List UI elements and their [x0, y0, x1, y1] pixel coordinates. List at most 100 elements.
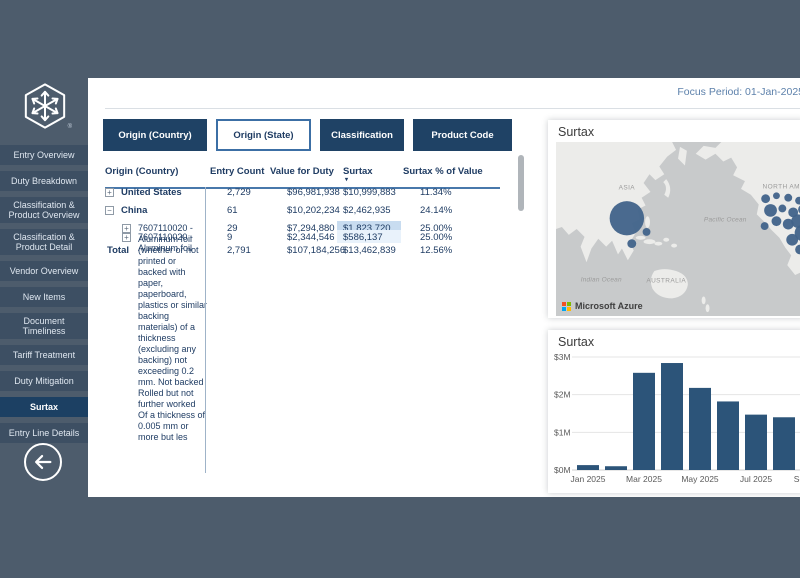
header-divider [105, 108, 800, 109]
cell-surtax[interactable]: $10,999,883 [343, 187, 396, 198]
cell-value-for-duty[interactable]: $96,981,938 [287, 187, 340, 198]
map-bubble[interactable] [786, 234, 798, 246]
cell-surtax-pct-of-value[interactable]: 24.14% [420, 205, 452, 216]
attribution-text: Microsoft Azure [575, 301, 643, 311]
table-row-total[interactable]: Total 2,791 $107,184,256$13,462,839 12.56% [105, 245, 500, 261]
bar-apr-2025[interactable] [661, 363, 683, 470]
table-column-separator [205, 187, 206, 473]
tab-origin-state[interactable]: Origin (State) [216, 119, 311, 151]
y-axis-tick-label: $2M [554, 390, 571, 400]
chart-card-title: Surtax [558, 335, 594, 349]
table-row-7607110020-aluminu[interactable]: +7607110020 - Aluminum foil (whether or … [105, 223, 500, 232]
sidebar-item-new-items[interactable]: New Items [0, 287, 88, 307]
map-bubble[interactable] [627, 239, 636, 248]
sidebar-item-duty-mitigation[interactable]: Duty Mitigation [0, 371, 88, 391]
bar-jan-2025[interactable] [577, 465, 599, 470]
sidebar-item-surtax[interactable]: Surtax [0, 397, 88, 417]
sidebar-item-duty-breakdown[interactable]: Duty Breakdown [0, 171, 88, 191]
table-body: +United States 2,729 $96,981,938$10,999,88… [105, 187, 505, 261]
table-scrollbar-thumb[interactable] [518, 155, 524, 211]
cell-value-for-duty[interactable]: $107,184,256 [287, 245, 345, 256]
column-header-surtax-of-value[interactable]: Surtax % of Value [403, 166, 483, 177]
column-header-value-for-duty[interactable]: Value for Duty [270, 166, 334, 177]
map-bubble[interactable] [764, 204, 777, 217]
cell-origin: −China [105, 205, 207, 216]
bar-aug-2025[interactable] [773, 417, 795, 470]
sidebar-nav: Entry Overview Duty Breakdown Classificati… [0, 145, 88, 449]
cell-surtax[interactable]: $586,137 [343, 232, 383, 243]
cell-entry-count[interactable]: 61 [227, 205, 238, 216]
cell-surtax-pct-of-value[interactable]: 25.00% [420, 232, 452, 243]
dashboard-page: ® Entry Overview Duty Breakdown Classifica… [0, 0, 800, 578]
map-bubble[interactable] [778, 205, 786, 213]
y-axis-tick-label: $1M [554, 427, 571, 437]
surtax-map-card: Surtax [548, 120, 800, 318]
map-bubble[interactable] [772, 216, 782, 226]
surtax-bar-chart-visual[interactable]: $0M $1M $2M $3M Jan 2025 Mar 2025 May 2025 Jul … [548, 348, 800, 489]
table-row-7607110020-aluminu[interactable]: +7607110020 - Aluminum foil9$2,344,546$5… [105, 232, 500, 245]
back-arrow-icon [32, 451, 54, 473]
focus-period-label: Focus Period: 01-Jan-2025 [677, 86, 800, 98]
bar-jun-2025[interactable] [717, 401, 739, 470]
cell-surtax[interactable]: $2,462,935 [343, 205, 391, 216]
bar-jul-2025[interactable] [745, 415, 767, 470]
map-bubble[interactable] [761, 194, 770, 203]
cell-origin: +United States [105, 187, 207, 198]
table-row-china[interactable]: −China 61 $10,202,234$2,462,935 24.14% [105, 205, 500, 223]
column-header-entry-count[interactable]: Entry Count [210, 166, 264, 177]
cell-origin: Total [105, 245, 207, 256]
bar-feb-2025[interactable] [605, 466, 627, 470]
registered-mark: ® [68, 124, 72, 130]
map-label-asia: ASIA [619, 184, 635, 191]
map-bubble[interactable] [784, 194, 792, 202]
sidebar-item-document-timeliness[interactable]: Document Timeliness [0, 313, 88, 339]
sidebar-item-classification-product-detail[interactable]: Classification & Product Detail [0, 229, 88, 255]
cell-entry-count[interactable]: 2,791 [227, 245, 251, 256]
x-axis-tick-label: Jul 2025 [740, 474, 772, 484]
cell-entry-count[interactable]: 9 [227, 232, 232, 243]
back-button[interactable] [24, 443, 62, 481]
sidebar: ® Entry Overview Duty Breakdown Classifica… [0, 0, 88, 578]
map-card-title: Surtax [558, 125, 594, 139]
cell-value-for-duty[interactable]: $2,344,546 [287, 232, 335, 243]
map-bubble[interactable] [761, 222, 769, 230]
sidebar-item-classification-product-overview[interactable]: Classification & Product Overview [0, 197, 88, 223]
tab-product-code[interactable]: Product Code [413, 119, 512, 151]
map-label-pacific-ocean: Pacific Ocean [704, 217, 747, 224]
tab-classification[interactable]: Classification [320, 119, 404, 151]
map-label-north-america: NORTH AMERICA [763, 183, 800, 190]
expand-icon[interactable]: + [122, 233, 131, 242]
x-axis-tick-label: Jan 2025 [571, 474, 606, 484]
collapse-icon[interactable]: − [105, 206, 114, 215]
app-logo: ® [20, 80, 70, 132]
sidebar-item-tariff-treatment[interactable]: Tariff Treatment [0, 345, 88, 365]
cell-value-for-duty[interactable]: $10,202,234 [287, 205, 340, 216]
map-attribution: Microsoft Azure [562, 301, 643, 311]
bar-may-2025[interactable] [689, 388, 711, 470]
map-bubble[interactable] [610, 201, 644, 235]
expand-icon[interactable]: + [105, 188, 114, 197]
cell-surtax-pct-of-value[interactable]: 12.56% [420, 245, 452, 256]
table-row-united-states[interactable]: +United States 2,729 $96,981,938$10,999,88… [105, 187, 500, 205]
surtax-map-visual[interactable]: ASIA NORTH AMERICA Pacific Ocean Indian Oce… [556, 142, 800, 316]
y-axis-tick-label: $0M [554, 465, 571, 475]
row-label: Total [107, 245, 129, 256]
map-bubble[interactable] [643, 228, 651, 236]
sort-descending-icon: ▾ [345, 176, 348, 183]
map-label-indian-ocean: Indian Ocean [581, 276, 622, 283]
hexagon-arrows-logo-icon [20, 80, 70, 132]
sidebar-item-entry-line-details[interactable]: Entry Line Details [0, 423, 88, 443]
bar-mar-2025[interactable] [633, 373, 655, 470]
cell-surtax[interactable]: $13,462,839 [343, 245, 396, 256]
sidebar-item-entry-overview[interactable]: Entry Overview [0, 145, 88, 165]
x-axis-tick-label: May 2025 [681, 474, 719, 484]
cell-entry-count[interactable]: 2,729 [227, 187, 251, 198]
cell-surtax-pct-of-value[interactable]: 11.34% [420, 187, 452, 198]
tab-origin-country[interactable]: Origin (Country) [103, 119, 207, 151]
x-axis-tick-label: Mar 2025 [626, 474, 662, 484]
sidebar-item-vendor-overview[interactable]: Vendor Overview [0, 261, 88, 281]
y-axis-tick-label: $3M [554, 352, 571, 362]
column-header-origin-country[interactable]: Origin (Country) [105, 166, 178, 177]
surtax-chart-card: Surtax $0M $1M $2M $3M Jan 2025 Mar 2025 May 2… [548, 330, 800, 493]
map-bubble[interactable] [773, 192, 780, 199]
